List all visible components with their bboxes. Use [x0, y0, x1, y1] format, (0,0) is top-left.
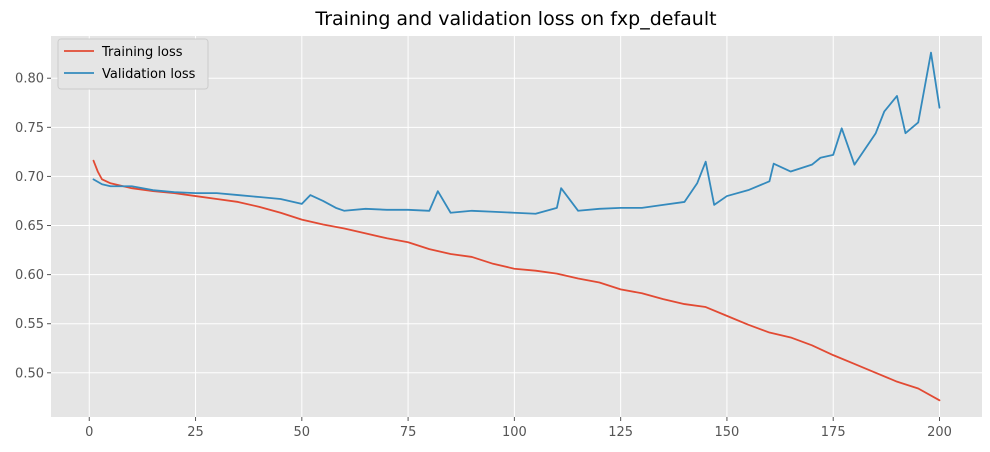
x-tick-label: 100	[502, 425, 527, 440]
axis-ticks: 0 25 50 75 100 125 150 175 200 0.50 0.55 0.60 0.65 0.…	[15, 72, 952, 440]
validation-loss-line	[92, 51, 941, 215]
y-tick-label: 0.75	[15, 121, 44, 136]
x-tick-label: 175	[821, 425, 846, 440]
x-tick-label: 150	[715, 425, 740, 440]
x-tick-label: 200	[927, 425, 952, 440]
x-tick-label: 125	[608, 425, 633, 440]
x-tick-label: 50	[294, 425, 311, 440]
training-loss-line	[92, 159, 941, 402]
y-tick-label: 0.50	[15, 366, 44, 381]
x-tick-label: 75	[400, 425, 417, 440]
legend-box	[57, 38, 209, 90]
y-tick-label: 0.55	[15, 317, 44, 332]
y-tick-label: 0.70	[15, 170, 44, 185]
y-tick-label: 0.80	[15, 72, 44, 87]
series-lines	[92, 51, 941, 402]
plot-area	[51, 36, 982, 417]
legend-label-validation: Validation loss	[102, 67, 196, 82]
x-tick-label: 25	[187, 425, 204, 440]
x-tick-label: 0	[85, 425, 93, 440]
legend: Training loss Validation loss	[57, 38, 209, 90]
legend-label-training: Training loss	[101, 45, 183, 60]
y-tick-label: 0.65	[15, 219, 44, 234]
chart-title: Training and validation loss on fxp_defa…	[314, 8, 716, 30]
y-tick-label: 0.60	[15, 268, 44, 283]
gridlines	[51, 36, 982, 417]
